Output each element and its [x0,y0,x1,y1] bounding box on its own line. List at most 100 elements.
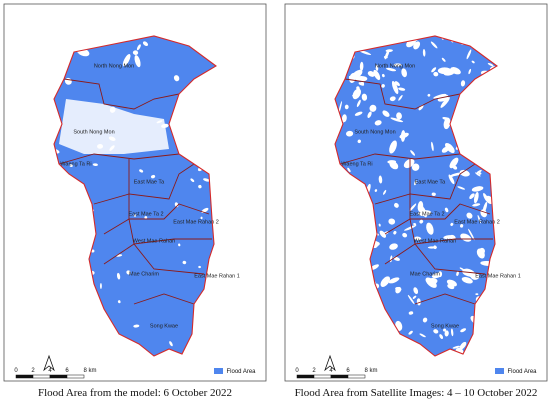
dry-patch [132,50,139,55]
dry-patch [395,286,402,294]
dry-patch [384,49,390,60]
dry-patch [356,99,361,108]
caption: Flood Area from the model: 6 October 202… [38,387,232,399]
region-boundary [384,243,486,275]
dry-patch [398,94,403,101]
dry-patch [407,294,415,305]
region-label: Song Kwae [431,323,459,329]
flood-area [335,36,497,356]
dry-patch [416,298,421,306]
region-boundary [374,193,491,220]
dry-patch [100,283,102,289]
dry-patch [182,260,187,265]
region-label: East Mae Rahan 2 [454,219,500,225]
dry-patch [403,158,415,169]
dry-patch [139,169,144,173]
region-boundary [133,293,195,305]
scale-label: 0 [14,368,18,374]
dry-patch [449,157,459,169]
dry-patch [472,203,481,207]
region-label: Waeng Ta Ri [60,161,91,167]
north-arrow [324,354,336,372]
scale-label: 6 [65,368,69,374]
dry-patch [375,64,379,71]
dry-patch [410,150,416,156]
dry-patch [456,271,459,276]
dry-patch [452,345,461,349]
region-label: South Nong Mon [73,129,114,135]
dry-patch [126,270,131,275]
dry-patch [136,44,141,51]
dry-patch [450,67,461,75]
dry-patch [450,172,462,177]
scale-label: 2 [312,368,316,374]
dry-patch [345,130,354,137]
dry-patch [399,132,409,139]
dry-patch [466,212,473,219]
dry-patch [422,317,428,323]
dry-patch [122,53,131,67]
region-boundary [63,78,180,110]
dry-patch [393,230,397,235]
dry-patch [396,112,402,120]
dry-patch [433,329,439,334]
dry-patch [394,81,400,87]
dry-patch [338,101,342,114]
dry-patch [460,233,472,242]
dry-patch [487,62,494,67]
dry-patch [92,163,98,166]
dry-patch [473,191,479,204]
dry-patch [431,141,434,152]
dry-patch [461,277,473,284]
dry-patch [482,201,488,214]
scale-segment [330,374,349,379]
dry-patch [359,50,372,56]
dry-patch [443,235,454,240]
dry-patch [358,82,365,86]
dry-patch [203,178,211,182]
dry-patch [357,139,361,144]
region-label: East Mae Rahan 1 [475,273,521,279]
dry-patch [483,193,490,203]
dry-patch [426,222,434,235]
dry-patch [367,111,372,119]
dry-patch [411,163,420,171]
district-outline [53,35,217,357]
dry-patch [447,283,455,290]
dry-patch [414,236,422,241]
dry-patch [441,57,446,62]
dry-patch [418,104,424,111]
dry-patch [419,219,424,224]
dry-patch [200,216,203,220]
dry-patch [374,189,378,192]
north-arrow [43,354,55,372]
dry-patch [409,203,417,212]
dry-patch [379,230,387,238]
dry-patch [450,222,454,226]
dry-patch [178,243,181,247]
dry-patch [369,104,377,112]
dry-patch [373,69,381,81]
region-label: East Mae Ta 2 [409,211,444,217]
region-label: Mae Charim [129,271,159,277]
dry-patch [117,300,121,304]
dry-patch [382,110,390,117]
dry-patch [387,160,397,164]
dry-patch [468,228,475,241]
dry-patch [442,116,450,121]
dry-patch [412,295,417,299]
dry-patch [352,88,362,100]
dry-patch [459,267,465,271]
dry-patch [354,111,363,116]
scale-label: 4 [329,368,333,374]
dry-patch [341,114,347,123]
scale-label: 6 [346,368,350,374]
dry-patch [433,71,439,77]
dry-patch [443,328,447,332]
dry-patch [404,225,417,231]
dry-patch [437,67,452,75]
dry-patch [418,210,432,217]
scale-label: 8 km [83,368,96,374]
dry-patch [427,93,431,97]
dry-patch [444,207,449,213]
